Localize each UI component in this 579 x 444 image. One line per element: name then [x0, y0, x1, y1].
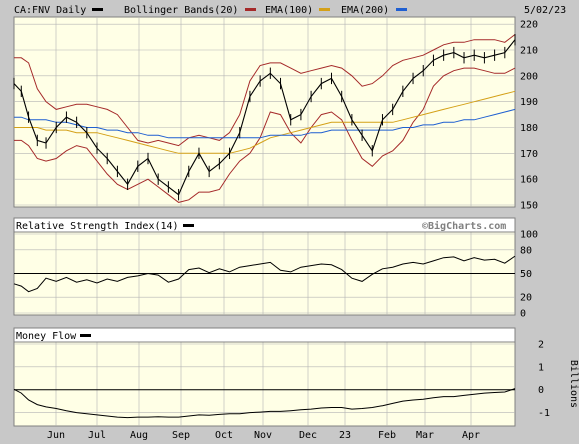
y-tick-label: 160 — [520, 175, 538, 186]
y-tick-label: 200 — [520, 71, 538, 82]
y-tick-label: 220 — [520, 20, 538, 31]
y-tick-label: 210 — [520, 46, 538, 57]
symbol-swatch — [92, 8, 103, 11]
x-axis-label: Feb — [378, 430, 396, 441]
upper-band-line — [14, 34, 516, 147]
x-axis-labels: Jun Jul Aug Sep Oct Nov Dec 23 Feb Mar Apr — [47, 430, 480, 441]
x-axis-label: Oct — [215, 430, 233, 441]
y-tick-label: 0 — [520, 309, 526, 320]
watermark: ©BigCharts.com — [422, 220, 506, 232]
date-label: 5/02/23 — [524, 5, 566, 16]
y-tick-label: 80 — [520, 245, 532, 256]
mf-title-strip — [13, 327, 516, 343]
symbol-label: CA:FNV Daily — [14, 5, 86, 16]
x-axis-label: Nov — [254, 430, 272, 441]
y-tick-label: 180 — [520, 123, 538, 134]
x-axis-label: Mar — [416, 430, 434, 441]
mf-title-swatch — [80, 334, 91, 337]
mf-panel — [13, 341, 516, 427]
y-tick-label: 1 — [538, 362, 544, 373]
x-axis-label: Aug — [130, 430, 148, 441]
x-axis-label: Jul — [88, 430, 106, 441]
y-tick-label: 190 — [520, 97, 538, 108]
legend-ema100-swatch — [319, 8, 330, 11]
legend-ema100-label: EMA(100) — [265, 5, 313, 16]
ema200-line — [14, 108, 516, 139]
rsi-title-strip — [13, 217, 516, 233]
x-axis-label: 23 — [339, 430, 351, 441]
series-layer — [13, 33, 516, 419]
legend-bollinger-swatch — [245, 8, 256, 11]
x-axis-label: Sep — [172, 430, 190, 441]
y-tick-label: -1 — [538, 408, 550, 419]
legend-ema200-label: EMA(200) — [341, 5, 389, 16]
x-axis-label: Jun — [47, 430, 65, 441]
y-tick-label: 170 — [520, 149, 538, 160]
y-tick-labels: 150 160 170 180 190 200 210 220 0 20 50 80 100 -1 0 1 2 — [520, 20, 550, 419]
x-axis-label: Apr — [462, 430, 480, 441]
y-tick-label: 0 — [538, 385, 544, 396]
y-tick-label: 2 — [538, 340, 544, 351]
money-flow-line — [13, 388, 516, 419]
price-panel — [13, 16, 516, 208]
rsi-line — [13, 255, 516, 293]
legend-ema200-swatch — [396, 8, 407, 11]
legend-bollinger-label: Bollinger Bands(20) — [124, 5, 238, 16]
mf-title: Money Flow — [16, 331, 77, 342]
y-tick-label: 50 — [520, 269, 532, 280]
ema100-line — [14, 90, 516, 154]
rsi-title-swatch — [183, 224, 194, 227]
y-tick-label: 150 — [520, 201, 538, 212]
mf-units-label: Billions — [568, 360, 579, 408]
rsi-title: Relative Strength Index(14) — [16, 221, 179, 232]
y-tick-label: 20 — [520, 293, 532, 304]
grid-layer — [14, 17, 515, 426]
x-axis-label: Dec — [299, 430, 317, 441]
y-tick-label: 100 — [520, 230, 538, 241]
